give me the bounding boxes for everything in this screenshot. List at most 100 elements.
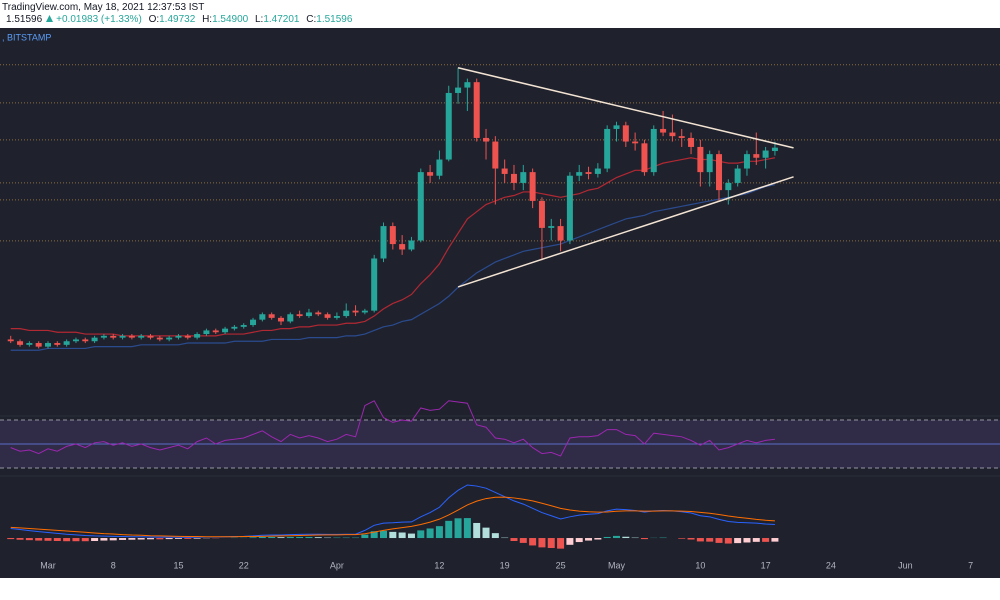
macd-histogram-bar xyxy=(724,538,732,544)
macd-histogram-bar xyxy=(491,533,499,539)
x-tick-label: 17 xyxy=(761,560,771,570)
candle-body xyxy=(72,339,79,342)
macd-histogram-bar xyxy=(743,538,751,543)
macd-histogram-bar xyxy=(314,537,322,539)
x-tick-label: 12 xyxy=(434,560,444,570)
chart: , BITSTAMP Mar 8 15 22 Apr 12 19 25 May 10 17 24 Jun… xyxy=(0,28,1000,578)
candle-body xyxy=(557,226,564,241)
macd-histogram-bar xyxy=(519,538,527,543)
ohlc-label: H: xyxy=(202,14,213,25)
macd-histogram-bar xyxy=(687,538,695,540)
macd-histogram-bar xyxy=(612,535,620,539)
macd-histogram-bar xyxy=(63,538,71,542)
x-tick-label: Apr xyxy=(330,560,344,570)
macd-histogram-bar xyxy=(417,530,425,539)
macd-histogram-bar xyxy=(137,538,145,540)
candle-body xyxy=(520,172,527,183)
candle-body xyxy=(91,337,98,342)
candle-body xyxy=(194,334,201,338)
candle-body xyxy=(259,314,266,320)
source: TradingView.com, May 18, 2021 12:37:53 I… xyxy=(2,2,205,13)
x-tick-label: 7 xyxy=(968,560,973,570)
macd-histogram-bar xyxy=(258,536,266,539)
candle-body xyxy=(632,141,639,144)
moving-average xyxy=(10,184,776,351)
candle-body xyxy=(156,337,163,340)
candle-body xyxy=(305,312,312,317)
candle-body xyxy=(26,343,33,345)
candle-body xyxy=(650,128,657,173)
candle-body xyxy=(371,258,378,311)
candle-body xyxy=(203,330,210,335)
macd-histogram-bar xyxy=(529,538,537,546)
candle-body xyxy=(380,226,387,259)
moving-average xyxy=(10,157,776,337)
macd-histogram-bar xyxy=(268,536,276,539)
candle-body xyxy=(166,337,173,340)
candle-body xyxy=(473,82,480,138)
macd-histogram-bar xyxy=(277,537,285,539)
macd-histogram-bar xyxy=(752,538,760,542)
candle-body xyxy=(510,173,517,183)
ohlc-value: 1.47201 xyxy=(263,14,300,25)
trendline xyxy=(457,176,794,288)
change: +0.01983 (+1.33%) xyxy=(56,14,142,25)
candle-body xyxy=(389,226,396,245)
macd-histogram-bar xyxy=(174,538,182,539)
macd-histogram-bar xyxy=(557,538,565,549)
candle-body xyxy=(669,132,676,137)
macd-histogram-bar xyxy=(482,527,490,539)
ohlc-value: 1.54900 xyxy=(212,14,249,25)
macd-histogram-bar xyxy=(473,522,481,539)
x-tick-label: 25 xyxy=(556,560,566,570)
candle-body xyxy=(436,159,443,176)
macd-histogram-bar xyxy=(81,538,89,542)
x-tick-label: May xyxy=(608,560,626,570)
candle-body xyxy=(753,154,760,158)
x-tick-label: 10 xyxy=(695,560,705,570)
candle-body xyxy=(566,175,573,241)
candle-body xyxy=(716,154,723,191)
macd-histogram-bar xyxy=(435,526,443,539)
macd-histogram-bar xyxy=(91,538,99,541)
macd-histogram-bar xyxy=(715,538,723,543)
candle-body xyxy=(175,335,182,338)
macd-histogram-bar xyxy=(762,538,770,542)
macd-histogram-bar xyxy=(585,538,593,541)
candle-body xyxy=(54,343,61,345)
candle-body xyxy=(82,339,89,342)
macd-histogram-bar xyxy=(678,538,686,539)
macd-histogram-bar xyxy=(706,538,714,542)
macd-histogram-bar xyxy=(165,538,173,540)
macd-histogram-bar xyxy=(25,538,33,541)
rsi-line xyxy=(10,400,775,457)
macd-histogram-bar xyxy=(7,538,15,540)
candle-body xyxy=(622,125,629,142)
macd-histogram-bar xyxy=(603,536,611,539)
candle-body xyxy=(743,154,750,169)
candle-body xyxy=(529,172,536,201)
macd-histogram-bar xyxy=(128,538,136,540)
candle-body xyxy=(762,150,769,158)
candle-body xyxy=(427,172,434,176)
candle-body xyxy=(277,317,284,322)
candle-body xyxy=(725,182,732,191)
candle-body xyxy=(128,335,135,338)
candle-body xyxy=(240,325,247,327)
signal-line xyxy=(10,496,775,538)
x-tick-label: Jun xyxy=(898,560,913,570)
candle-body xyxy=(734,168,741,183)
macd-histogram-bar xyxy=(575,538,583,543)
macd-histogram-bar xyxy=(398,532,406,539)
candle-body xyxy=(660,128,667,133)
ohlc-value: 1.49732 xyxy=(159,14,196,25)
macd-histogram-bar xyxy=(100,538,108,541)
candle-body xyxy=(250,319,257,326)
candle-body xyxy=(17,341,24,345)
macd-histogram-bar xyxy=(380,530,388,539)
candle-body xyxy=(63,341,70,345)
candle-body xyxy=(231,326,238,329)
x-tick-label: 19 xyxy=(500,560,510,570)
candle-body xyxy=(212,330,219,333)
